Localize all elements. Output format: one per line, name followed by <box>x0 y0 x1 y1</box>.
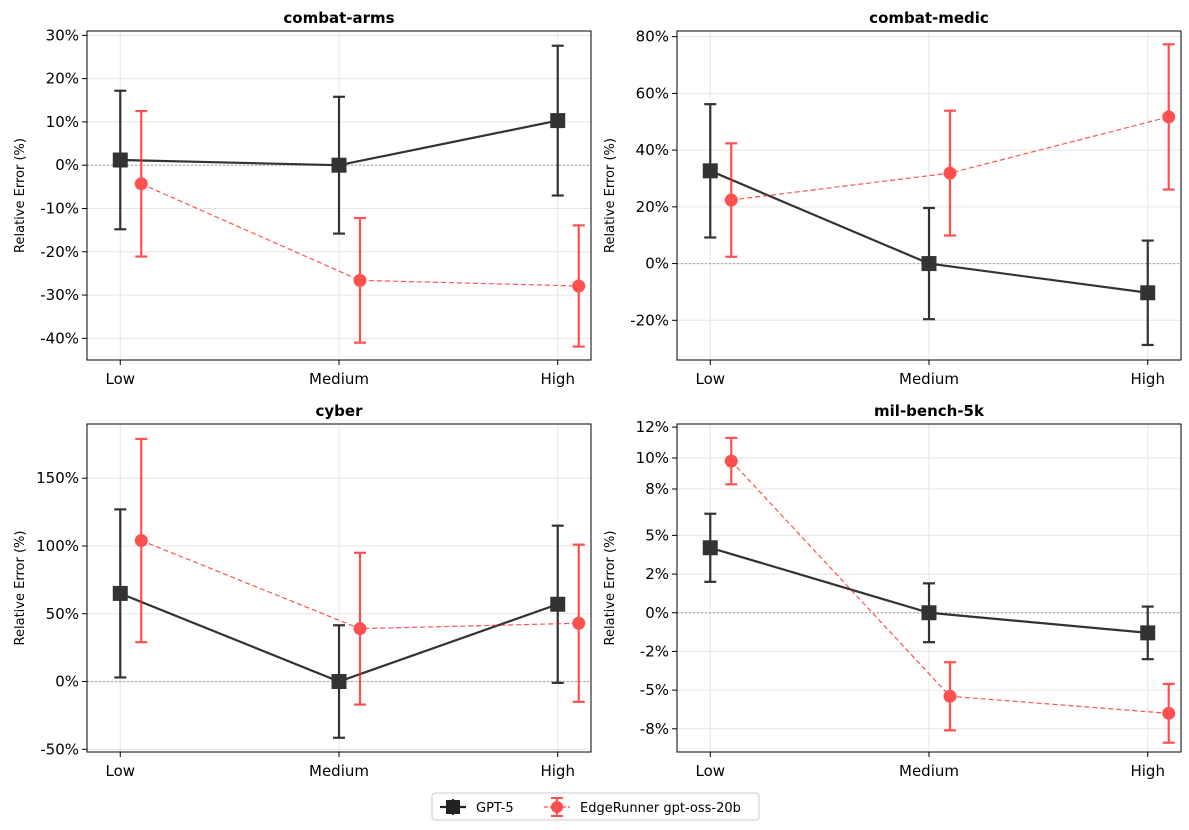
x-tick-label-low: Low <box>105 370 135 388</box>
data-point-square <box>702 540 718 556</box>
series-gpt-5 <box>112 44 566 235</box>
data-point-square <box>921 605 937 621</box>
panel-mil-bench-5k: 12% 10% 8% 5% 2% 0% -2% -5% -8% Low Medium High mil-… <box>603 402 1182 780</box>
y-tick-label: 150% <box>36 469 79 487</box>
legend-entry-edgerunner <box>544 797 570 817</box>
y-tick-label: -2% <box>640 642 669 660</box>
data-point-circle <box>353 273 367 287</box>
legend-entry-gpt-5: GPT-5 <box>440 799 514 816</box>
series-edgerunner <box>724 436 1176 744</box>
panel-title: cyber <box>316 402 364 420</box>
data-point-circle <box>943 166 957 180</box>
series-edgerunner <box>724 43 1176 258</box>
data-point-square <box>550 596 566 612</box>
x-tick-label-high: High <box>540 370 574 388</box>
data-point-circle <box>572 616 586 630</box>
y-tick-label: 2% <box>645 565 669 583</box>
y-tick-label: 50% <box>46 605 79 623</box>
panel-combat-medic: 80% 60% 40% 20% 0% -20% Low Medium High combat-me… <box>603 9 1182 388</box>
legend: GPT-5 EdgeRunner gpt-oss-20b <box>431 792 760 821</box>
y-tick-label: 20% <box>636 198 669 216</box>
x-tick-label-high: High <box>540 762 574 780</box>
x-tick-label-medium: Medium <box>899 370 959 388</box>
x-tick-label-medium: Medium <box>309 370 369 388</box>
y-tick-label: -20% <box>40 243 79 261</box>
data-point-square <box>702 163 718 179</box>
x-tick-label-low: Low <box>695 762 725 780</box>
x-tick-label-low: Low <box>695 370 725 388</box>
series-gpt-5 <box>702 103 1156 347</box>
panel-title: mil-bench-5k <box>874 402 985 420</box>
y-tick-label: 8% <box>645 480 669 498</box>
panel-combat-arms: 30% 20% 10% 0% -10% -20% -30% -40% Low Medium High… <box>13 9 592 388</box>
data-point-square <box>1140 625 1156 641</box>
y-tick-label: 10% <box>46 113 79 131</box>
panel-title: combat-arms <box>283 9 394 27</box>
y-axis-label: Relative Error (%) <box>603 138 618 253</box>
data-point-circle <box>353 622 367 636</box>
y-tick-label: -40% <box>40 329 79 347</box>
data-point-circle <box>572 279 586 293</box>
y-tick-label: 0% <box>645 255 669 273</box>
legend-label: GPT-5 <box>476 801 514 816</box>
data-point-square <box>112 152 128 168</box>
y-tick-label: 80% <box>636 28 669 46</box>
data-point-square <box>112 585 128 601</box>
y-tick-label: 30% <box>46 26 79 44</box>
x-tick-label-low: Low <box>105 762 135 780</box>
x-tick-label-medium: Medium <box>309 762 369 780</box>
legend-label: EdgeRunner gpt-oss-20b <box>580 801 741 816</box>
data-point-circle <box>1162 110 1176 124</box>
data-point-circle <box>943 689 957 703</box>
series-gpt-5 <box>702 512 1156 661</box>
data-point-circle <box>724 454 738 468</box>
data-point-square <box>550 113 566 129</box>
y-tick-label: -20% <box>630 311 669 329</box>
data-point-circle <box>1162 706 1176 720</box>
data-point-square <box>1140 285 1156 301</box>
y-tick-label: 0% <box>645 604 669 622</box>
series-edgerunner <box>134 437 586 706</box>
series-gpt-5 <box>112 508 566 739</box>
data-point-circle <box>134 177 148 191</box>
y-tick-label: 100% <box>36 537 79 555</box>
y-tick-label: 12% <box>636 418 669 436</box>
x-tick-label-medium: Medium <box>899 762 959 780</box>
x-tick-label-high: High <box>1130 370 1164 388</box>
y-axis-label: Relative Error (%) <box>13 531 28 646</box>
y-tick-label: 0% <box>55 156 79 174</box>
y-tick-label: -5% <box>640 681 669 699</box>
y-tick-label: 60% <box>636 84 669 102</box>
y-axis-label: Relative Error (%) <box>603 531 618 646</box>
y-tick-label: 5% <box>645 526 669 544</box>
data-point-square <box>331 157 347 173</box>
y-tick-label: -10% <box>40 199 79 217</box>
y-tick-label: 0% <box>55 673 79 691</box>
y-tick-label: 40% <box>636 141 669 159</box>
y-tick-label: 20% <box>46 70 79 88</box>
y-tick-label: -8% <box>640 720 669 738</box>
data-point-circle <box>724 193 738 207</box>
legend-marker <box>551 801 563 813</box>
y-axis-label: Relative Error (%) <box>13 138 28 253</box>
series-edgerunner <box>134 109 586 348</box>
panel-cyber: 150% 100% 50% 0% -50% Low Medium High cyber Relat… <box>13 402 592 780</box>
x-tick-label-high: High <box>1130 762 1164 780</box>
y-tick-label: -30% <box>40 286 79 304</box>
series-line <box>141 183 579 287</box>
y-tick-label: -50% <box>40 740 79 758</box>
legend-box <box>431 792 760 821</box>
legend-marker <box>446 800 460 814</box>
data-point-square <box>331 674 347 690</box>
panel-title: combat-medic <box>869 9 989 27</box>
data-point-square <box>921 256 937 272</box>
y-tick-label: 10% <box>636 449 669 467</box>
data-point-circle <box>134 534 148 548</box>
